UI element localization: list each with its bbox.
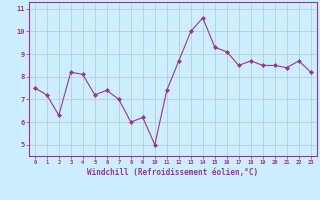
- X-axis label: Windchill (Refroidissement éolien,°C): Windchill (Refroidissement éolien,°C): [87, 168, 258, 177]
